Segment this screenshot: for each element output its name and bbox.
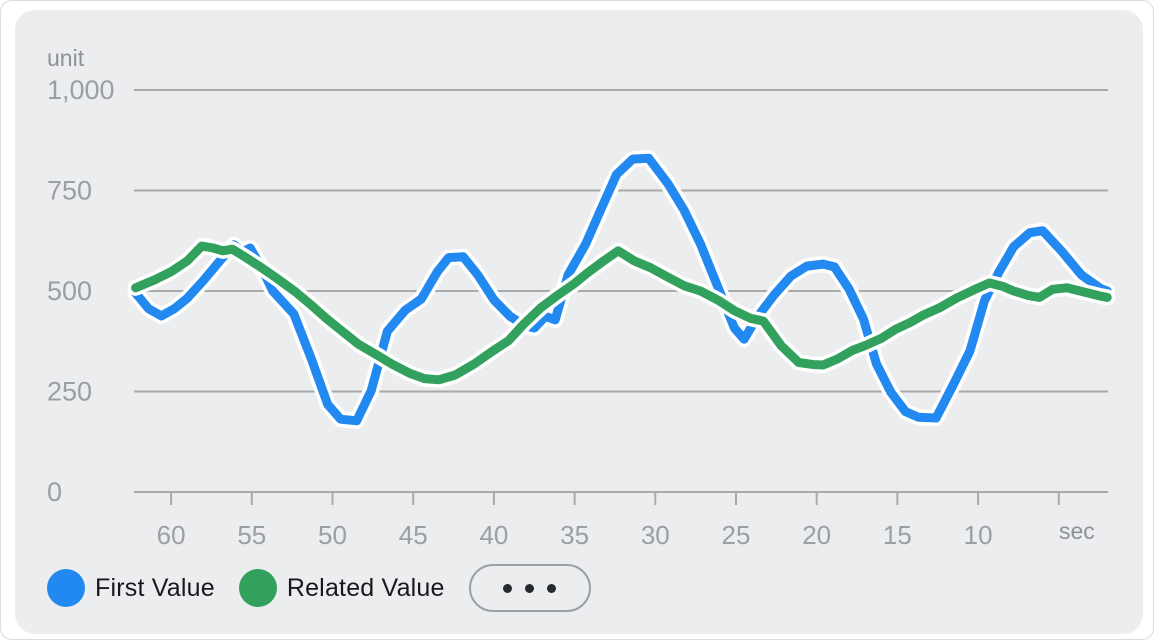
svg-text:750: 750 — [47, 176, 92, 206]
chart-card — [15, 10, 1143, 634]
svg-text:40: 40 — [479, 520, 508, 550]
svg-text:60: 60 — [157, 520, 186, 550]
svg-text:15: 15 — [883, 520, 912, 550]
related-value-color-dot-icon — [238, 569, 277, 607]
y-axis-unit-label: unit — [47, 45, 85, 71]
svg-text:0: 0 — [47, 477, 62, 507]
legend-label-related-value: Related Value — [286, 573, 445, 602]
svg-text:25: 25 — [722, 520, 751, 550]
svg-text:500: 500 — [47, 276, 92, 306]
ellipsis-dot-icon — [547, 583, 557, 593]
svg-text:20: 20 — [802, 520, 831, 550]
legend-item-first-value: First Value — [47, 569, 215, 607]
x-axis-unit-label: sec — [1059, 518, 1095, 544]
ellipsis-dot-icon — [525, 583, 535, 593]
svg-text:10: 10 — [964, 520, 993, 550]
svg-text:55: 55 — [237, 520, 266, 550]
more-options-button[interactable] — [468, 564, 591, 612]
legend: First Value Related Value — [47, 563, 591, 613]
svg-text:35: 35 — [560, 520, 589, 550]
legend-item-related-value: Related Value — [238, 569, 445, 607]
svg-text:45: 45 — [399, 520, 428, 550]
svg-text:50: 50 — [318, 520, 347, 550]
svg-text:1,000: 1,000 — [47, 75, 115, 105]
legend-label-first-value: First Value — [95, 573, 215, 602]
svg-text:250: 250 — [47, 377, 92, 407]
first-value-color-dot-icon — [47, 569, 85, 607]
ellipsis-dot-icon — [503, 583, 513, 593]
svg-text:30: 30 — [641, 520, 670, 550]
